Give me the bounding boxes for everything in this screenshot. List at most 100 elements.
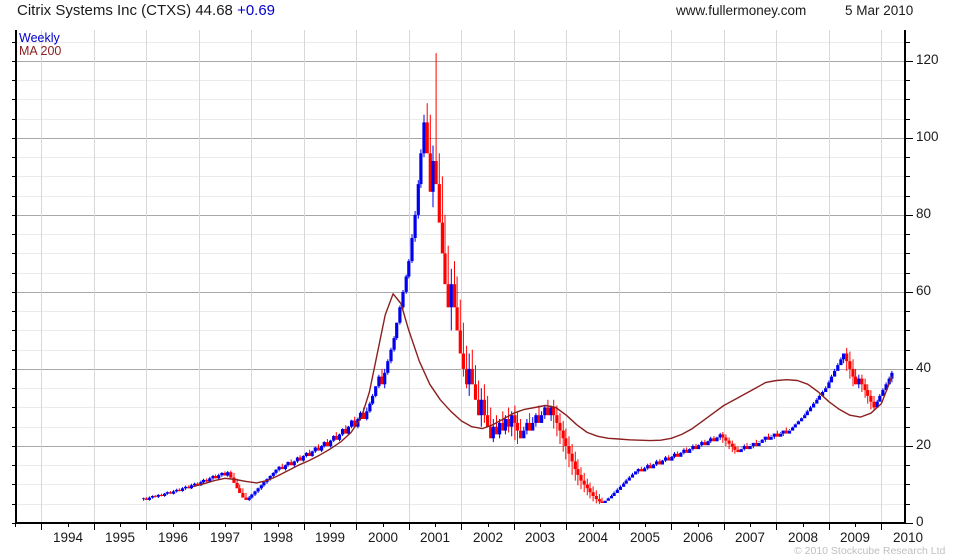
x-axis-minor-tick: [409, 524, 410, 527]
x-axis-minor-tick: [776, 524, 777, 527]
y-axis-minor-tick-left: [12, 196, 16, 197]
y-axis-minor-tick-right: [906, 196, 910, 197]
y-axis-minor-tick-left: [12, 465, 16, 466]
x-axis-minor-tick: [619, 524, 620, 527]
gridline-horizontal: [15, 484, 905, 485]
y-axis-minor-tick-right: [906, 330, 910, 331]
x-axis-tick: [199, 524, 200, 530]
x-axis-label: 2005: [629, 530, 661, 545]
gridline-vertical: [461, 30, 462, 523]
x-axis-label: 2000: [367, 530, 399, 545]
x-axis-minor-tick: [330, 524, 331, 527]
gridline-vertical: [566, 30, 567, 523]
y-axis-minor-tick-left: [12, 292, 16, 293]
x-axis-minor-tick: [724, 524, 725, 527]
y-axis-minor-tick-left: [12, 42, 16, 43]
x-axis-minor-tick: [41, 524, 42, 527]
x-axis-minor-tick: [829, 524, 830, 527]
x-axis-minor-tick: [435, 524, 436, 527]
price-change: +0.69: [237, 2, 276, 19]
gridline-horizontal: [15, 196, 905, 197]
y-axis-minor-tick-left: [12, 234, 16, 235]
y-axis-minor-tick-left: [12, 99, 16, 100]
y-axis-minor-tick-right: [906, 215, 910, 216]
y-axis-minor-tick-right: [906, 446, 910, 447]
gridline-vertical: [724, 30, 725, 523]
y-axis-minor-tick-right: [906, 369, 910, 370]
x-axis-label: 1997: [209, 530, 241, 545]
y-axis-minor-tick-left: [12, 311, 16, 312]
y-axis-minor-tick-left: [12, 80, 16, 81]
x-axis-label: 1998: [262, 530, 294, 545]
x-axis-minor-tick: [94, 524, 95, 527]
x-axis-label: 2002: [472, 530, 504, 545]
x-axis-minor-tick: [671, 524, 672, 527]
y-axis-minor-tick-left: [12, 484, 16, 485]
x-axis-minor-tick: [15, 524, 16, 527]
x-axis-minor-tick: [199, 524, 200, 527]
gridline-horizontal: [15, 465, 905, 466]
x-axis-minor-tick: [881, 524, 882, 527]
gridline-vertical: [671, 30, 672, 523]
y-axis-minor-tick-right: [906, 407, 910, 408]
x-axis-minor-tick: [251, 524, 252, 527]
gridline-horizontal: [15, 157, 905, 158]
gridline-horizontal: [15, 427, 905, 428]
x-axis-tick: [619, 524, 620, 530]
x-axis-label: 1994: [52, 530, 84, 545]
moving-average-line: [192, 293, 893, 488]
gridline-horizontal: [15, 215, 905, 216]
gridline-vertical: [514, 30, 515, 523]
x-axis-tick: [41, 524, 42, 530]
x-axis-minor-tick: [514, 524, 515, 527]
y-axis-label: 120: [916, 52, 939, 67]
x-axis-minor-tick: [855, 524, 856, 527]
chart-header: Citrix Systems Inc (CTXS) 44.68 +0.69 ww…: [0, 0, 980, 24]
y-axis-minor-tick-right: [906, 99, 910, 100]
y-axis-label: 0: [916, 514, 924, 529]
x-axis-minor-tick: [540, 524, 541, 527]
y-axis-minor-tick-left: [12, 215, 16, 216]
y-axis-minor-tick-right: [906, 273, 910, 274]
gridline-horizontal: [15, 138, 905, 139]
chart-date: 5 Mar 2010: [845, 3, 914, 18]
y-axis-label: 20: [916, 437, 932, 452]
x-axis-minor-tick: [750, 524, 751, 527]
plot-border-bottom: [15, 522, 906, 524]
plot-border-right: [904, 30, 906, 524]
y-axis-minor-tick-right: [906, 292, 910, 293]
gridline-horizontal: [15, 369, 905, 370]
gridline-vertical: [199, 30, 200, 523]
plot-border-left: [15, 30, 17, 524]
x-axis-tick: [514, 524, 515, 530]
x-axis-tick: [251, 524, 252, 530]
y-axis-minor-tick-left: [12, 61, 16, 62]
y-axis-minor-tick-right: [906, 234, 910, 235]
gridline-horizontal: [15, 61, 905, 62]
y-axis-label: 100: [916, 129, 939, 144]
gridline-horizontal: [15, 504, 905, 505]
x-axis-label: 1999: [314, 530, 346, 545]
y-axis-minor-tick-right: [906, 157, 910, 158]
y-axis-minor-tick-left: [12, 388, 16, 389]
y-axis-minor-tick-right: [906, 523, 910, 524]
y-axis-minor-tick-right: [906, 388, 910, 389]
x-axis-label: 2006: [682, 530, 714, 545]
x-axis-label: 2009: [839, 530, 871, 545]
x-axis-label: 1996: [157, 530, 189, 545]
y-axis-label: 80: [916, 206, 932, 221]
gridline-vertical: [304, 30, 305, 523]
y-axis-minor-tick-right: [906, 119, 910, 120]
x-axis-label: 2001: [419, 530, 451, 545]
y-axis-minor-tick-right: [906, 253, 910, 254]
plot-border-top: [15, 29, 906, 30]
x-axis-tick: [776, 524, 777, 530]
x-axis-minor-tick: [146, 524, 147, 527]
x-axis-tick: [356, 524, 357, 530]
gridline-vertical: [829, 30, 830, 523]
y-axis-minor-tick-left: [12, 407, 16, 408]
x-axis-minor-tick: [566, 524, 567, 527]
y-axis-minor-tick-right: [906, 61, 910, 62]
x-axis-minor-tick: [593, 524, 594, 527]
